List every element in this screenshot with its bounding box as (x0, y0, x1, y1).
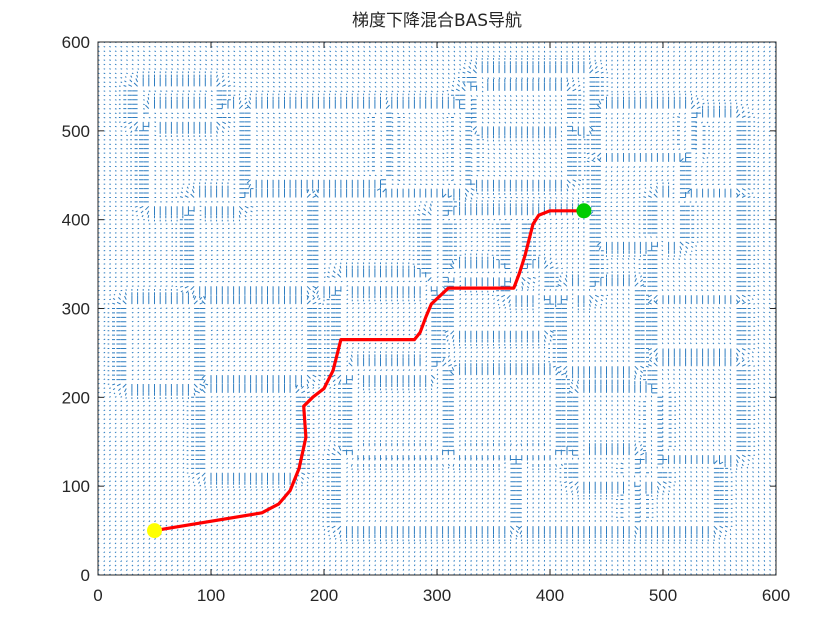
start-marker (147, 523, 162, 539)
x-axis: 0 100 200 300 400 500 600 (93, 42, 790, 605)
goal-marker (576, 203, 592, 219)
gradient-vector-field (98, 42, 776, 575)
y-tick-label: 400 (62, 211, 90, 230)
chart-title: 梯度下降混合BAS导航 (352, 11, 522, 31)
y-tick-label: 500 (62, 122, 90, 141)
x-tick-label: 200 (310, 586, 338, 605)
x-tick-label: 0 (93, 586, 102, 605)
navigation-path-layer (152, 209, 586, 533)
y-tick-label: 100 (62, 477, 90, 496)
x-tick-label: 400 (536, 586, 564, 605)
navigation-path (152, 209, 586, 533)
y-tick-label: 200 (62, 388, 90, 407)
y-tick-label: 0 (81, 566, 90, 585)
y-tick-label: 300 (62, 300, 90, 319)
x-tick-label: 100 (197, 586, 225, 605)
x-tick-label: 600 (762, 586, 790, 605)
y-tick-label: 600 (62, 33, 90, 52)
x-tick-label: 300 (423, 586, 451, 605)
y-axis: 0 100 200 300 400 500 600 (62, 33, 776, 585)
marker-layer (147, 203, 592, 539)
x-tick-label: 500 (649, 586, 677, 605)
